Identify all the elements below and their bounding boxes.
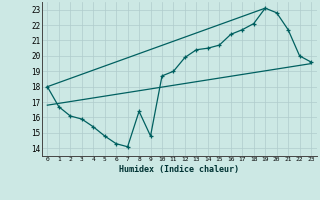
X-axis label: Humidex (Indice chaleur): Humidex (Indice chaleur) bbox=[119, 165, 239, 174]
